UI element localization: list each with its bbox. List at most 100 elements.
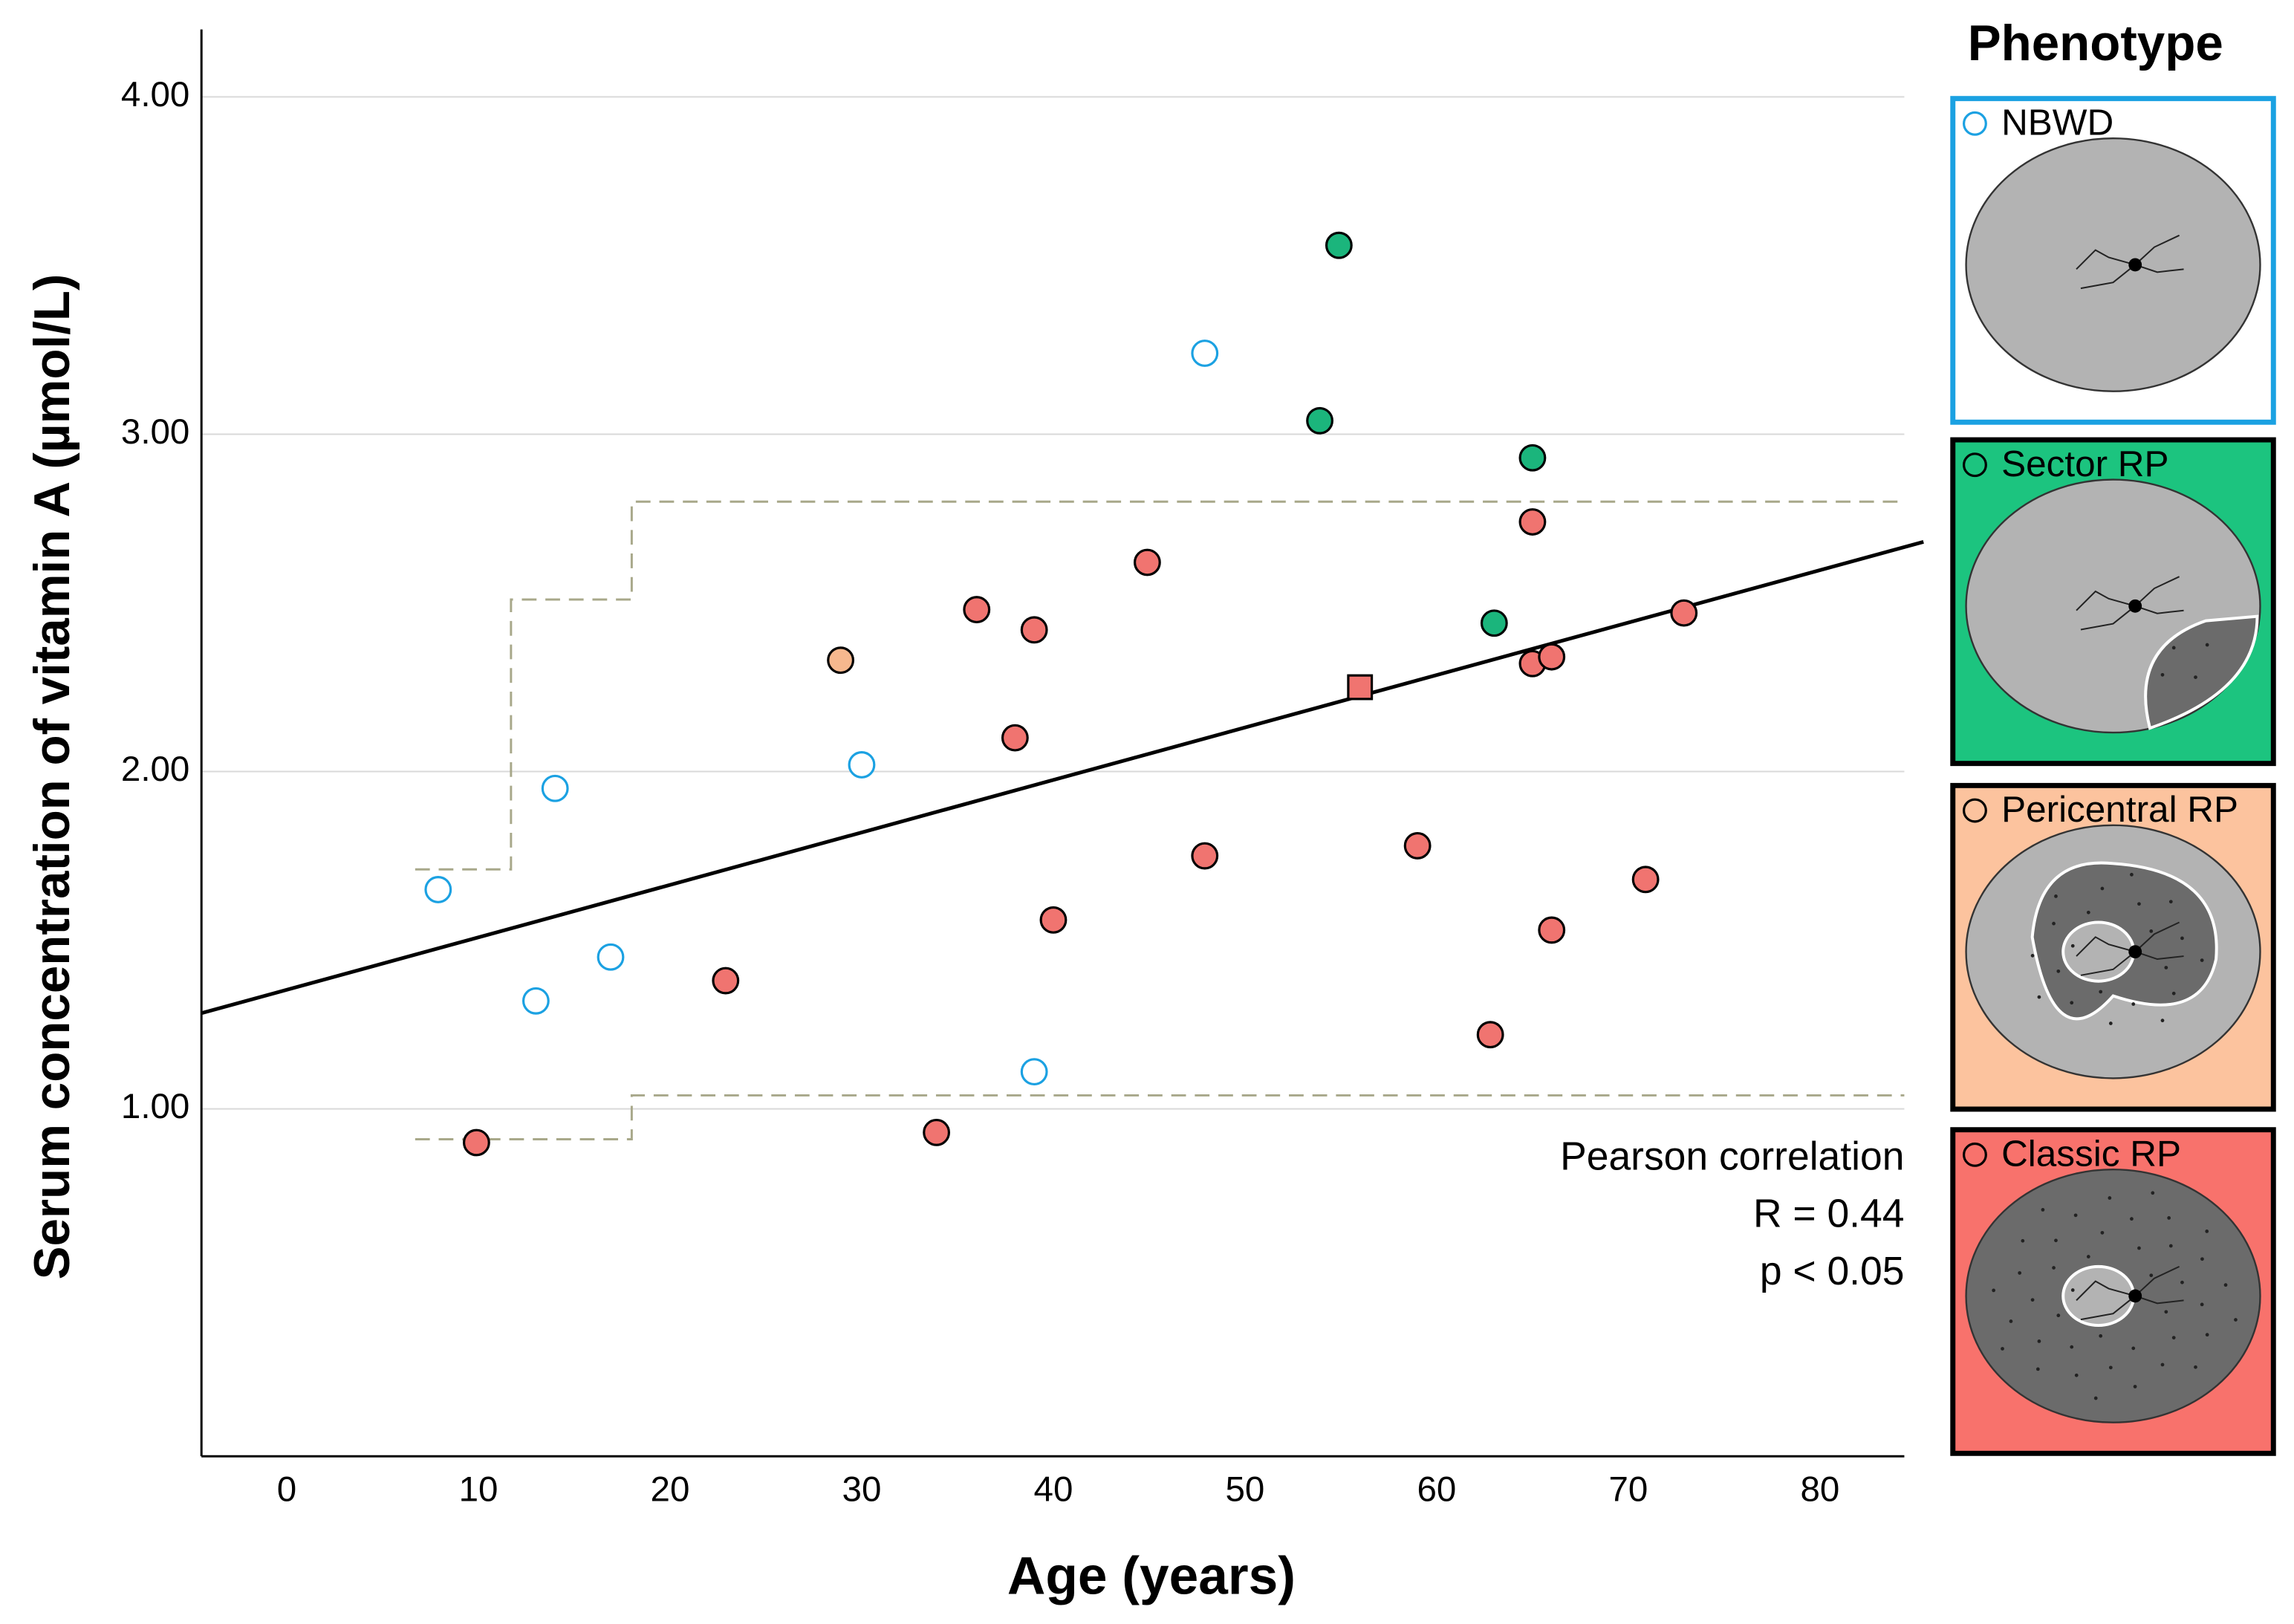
x-axis-label: Age (years) [1007,1546,1296,1605]
legend-marker [1963,798,1987,823]
fundus-dot [2151,1191,2155,1195]
fundus-dot [2018,1271,2022,1275]
point [1133,548,1161,576]
fundus-dot [2056,969,2061,973]
point [521,987,550,1015]
x-tick-label: 40 [1034,1469,1073,1509]
fundus-disc [2128,945,2142,959]
fundus-dot [2130,872,2134,877]
y-tick-label: 3.00 [121,412,189,452]
fundus-disc [2128,258,2142,272]
fundus-dot [2052,1266,2056,1270]
point [1325,231,1353,259]
fundus-dot [2164,966,2168,969]
fundus-dot [2234,1318,2238,1322]
fundus-dot [2070,1288,2075,1292]
fundus-dot [2073,1213,2078,1218]
annotation: R = 0.44 [1753,1192,1904,1236]
legend-marker [1963,1142,1987,1167]
fundus-dot [1992,1288,1996,1293]
point [827,646,854,675]
fundus-dot [2099,1334,2103,1338]
fundus-dot [2171,1336,2176,1339]
fundus-vessels [2076,576,2184,631]
x-tick-label: 70 [1609,1469,1648,1509]
fundus-vessels [2076,234,2184,290]
fundus-dot [2149,1273,2154,1278]
fundus-dot [2021,1238,2025,1243]
x-tick-label: 0 [277,1469,296,1509]
y-tick-label: 4.00 [121,75,189,114]
fundus-dot [2194,675,2197,679]
fundus-vessels [2076,921,2184,976]
legend-label: Pericentral RP [2001,789,2238,830]
fundus-dot [2137,902,2141,906]
point [923,1118,950,1146]
point [1518,508,1547,536]
fundus-dot [2200,958,2204,962]
fundus-dot [2133,1385,2137,1388]
fundus-dot [2180,936,2184,941]
fundus-dot [2001,1347,2004,1351]
fundus [1965,137,2261,392]
trendline [201,539,1924,1016]
point [1001,724,1029,752]
fundus-dot [2052,921,2056,926]
point [424,876,452,903]
fundus-dot [2070,1345,2074,1349]
y-tick-label: 1.00 [121,1087,189,1126]
fundus-dot [2035,1367,2040,1371]
fundus-vessels [2076,1265,2184,1321]
fundus-dot [2205,643,2209,647]
annotation: Pearson correlation [1560,1134,1904,1178]
point [1191,842,1219,870]
point [1039,906,1068,934]
fundus-dot [2171,991,2176,995]
annotation: p < 0.05 [1760,1250,1905,1293]
fundus-dot [2131,1002,2136,1006]
point [1347,674,1374,701]
fundus-dot [2108,1022,2113,1025]
point [1538,916,1566,944]
x-tick-label: 20 [651,1469,690,1509]
x-tick-label: 30 [842,1469,882,1509]
point [1518,444,1547,472]
y-tick-label: 2.00 [121,750,189,789]
legend-marker [1963,111,1987,136]
fundus-dot [2070,1001,2074,1005]
point [1476,1021,1504,1049]
fundus-dot [2030,954,2035,958]
fundus-dot [2100,1230,2105,1235]
fundus-dot [2171,646,2176,650]
point [1480,609,1508,637]
fundus-dot [2149,929,2154,933]
fundus-dot [2030,1298,2035,1302]
fundus-dot [2099,990,2103,994]
legend-label: Classic RP [2001,1133,2181,1174]
y-axis-label: Serum concentration of vitamin A (µmol/L… [25,274,80,1280]
fundus-dot [2041,1208,2045,1212]
fundus-dot [2108,1365,2113,1370]
fundus-dot [2167,1216,2171,1220]
fundus-dot [2086,1255,2090,1258]
point [712,967,740,995]
fundus-dot [2086,910,2090,915]
fundus-dot [2205,1230,2209,1233]
fundus-dot [2093,1396,2098,1400]
legend-label: NBWD [2001,102,2113,143]
fundus-dot [2168,900,2173,904]
fundus-dot [2137,1246,2141,1250]
reference-upper [415,500,1905,871]
fundus-dot [2070,943,2075,948]
point [462,1128,490,1157]
fundus-dot [2037,1339,2041,1343]
point [1020,1058,1048,1086]
fundus-dot [2200,1302,2204,1307]
fundus-dot [2074,1373,2079,1377]
fundus-disc [2128,1289,2142,1303]
fundus-dot [2223,1283,2228,1287]
point [1191,340,1219,367]
point [848,751,876,779]
